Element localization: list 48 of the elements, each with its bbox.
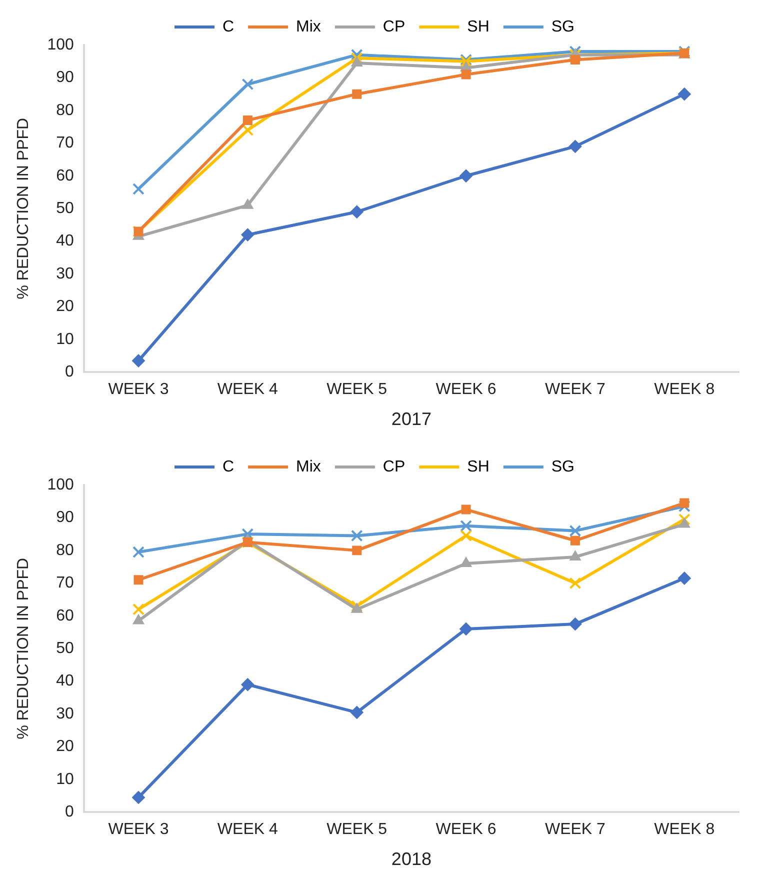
x-tick-label: WEEK 8: [654, 381, 715, 398]
legend-label: SG: [551, 18, 575, 36]
y-tick-label: 70: [56, 574, 74, 592]
x-tick-label: WEEK 4: [217, 381, 278, 398]
x-tick-label: WEEK 8: [654, 821, 715, 838]
y-tick-label: 100: [47, 36, 74, 54]
y-tick-label: 100: [47, 476, 74, 494]
x-tick-label: WEEK 4: [217, 821, 278, 838]
legend-label: Mix: [296, 458, 321, 476]
y-tick-label: 80: [56, 102, 74, 119]
y-tick-label: 10: [56, 330, 74, 348]
x-tick-label: WEEK 6: [436, 381, 496, 398]
y-tick-label: 50: [56, 200, 74, 218]
legend-label: CP: [382, 18, 406, 36]
y-tick-label: 30: [56, 265, 74, 282]
legend-label: Mix: [296, 18, 321, 36]
x-axis-title: 2018: [391, 849, 432, 870]
x-tick-label: WEEK 7: [544, 381, 606, 398]
x-tick-label: WEEK 5: [326, 381, 388, 398]
legend-label: SH: [467, 458, 490, 476]
x-tick-label: WEEK 7: [544, 821, 606, 838]
y-tick-label: 90: [56, 509, 74, 526]
x-axis-title: 2017: [391, 409, 432, 430]
y-tick-label: 60: [56, 167, 74, 184]
y-tick-label: 40: [56, 672, 74, 690]
legend-label: C: [222, 18, 234, 36]
y-axis-title: % REDUCTION IN PPFD: [15, 118, 32, 300]
x-tick-label: WEEK 5: [326, 821, 388, 838]
legend-label: CP: [382, 458, 406, 476]
legend-label: SH: [467, 18, 490, 36]
x-tick-label: WEEK 3: [108, 821, 169, 838]
x-tick-label: WEEK 3: [108, 381, 169, 398]
y-tick-label: 0: [64, 364, 74, 381]
y-tick-label: 10: [56, 770, 74, 788]
y-tick-label: 70: [56, 134, 74, 152]
y-tick-label: 30: [56, 705, 74, 722]
y-tick-label: 90: [56, 69, 74, 86]
legend-label: C: [222, 458, 234, 476]
y-tick-label: 20: [56, 738, 74, 756]
y-tick-label: 40: [56, 232, 74, 250]
legend-label: SG: [551, 458, 575, 476]
x-tick-label: WEEK 6: [436, 821, 496, 838]
y-tick-label: 0: [64, 804, 74, 821]
y-tick-label: 50: [56, 640, 74, 658]
y-tick-label: 20: [56, 298, 74, 316]
y-tick-label: 60: [56, 607, 74, 624]
y-axis-title: % REDUCTION IN PPFD: [15, 558, 32, 740]
y-tick-label: 80: [56, 542, 74, 559]
